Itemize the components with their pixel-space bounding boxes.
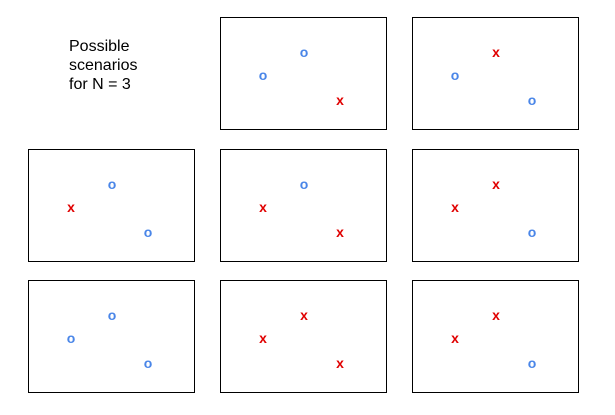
scenario-panel: x o x bbox=[220, 149, 387, 262]
scenario-panel: o x o bbox=[412, 17, 579, 130]
circle-marker: o bbox=[143, 224, 153, 240]
scenario-panel: o o o bbox=[28, 280, 195, 393]
circle-marker: o bbox=[450, 67, 460, 83]
scenario-panel: o o x bbox=[220, 17, 387, 130]
circle-marker: o bbox=[143, 355, 153, 371]
circle-marker: o bbox=[66, 330, 76, 346]
cross-marker: x bbox=[336, 92, 344, 108]
scenario-panel: x x o bbox=[412, 149, 579, 262]
cross-marker: x bbox=[67, 199, 75, 215]
cross-marker: x bbox=[336, 355, 344, 371]
cross-marker: x bbox=[492, 176, 500, 192]
cross-marker: x bbox=[451, 330, 459, 346]
circle-marker: o bbox=[258, 67, 268, 83]
cross-marker: x bbox=[336, 224, 344, 240]
cross-marker: x bbox=[492, 307, 500, 323]
figure-title: Possible scenarios for N = 3 bbox=[69, 37, 137, 94]
title-line-1: Possible bbox=[69, 38, 130, 55]
circle-marker: o bbox=[527, 92, 537, 108]
circle-marker: o bbox=[527, 224, 537, 240]
cross-marker: x bbox=[259, 199, 267, 215]
circle-marker: o bbox=[107, 176, 117, 192]
cross-marker: x bbox=[451, 199, 459, 215]
scenario-panel: x x x bbox=[220, 280, 387, 393]
cross-marker: x bbox=[259, 330, 267, 346]
scenario-panel: x x o bbox=[412, 280, 579, 393]
title-line-2: scenarios bbox=[69, 57, 138, 74]
cross-marker: x bbox=[492, 44, 500, 60]
circle-marker: o bbox=[107, 307, 117, 323]
circle-marker: o bbox=[299, 44, 309, 60]
title-line-3: for N = 3 bbox=[69, 76, 131, 93]
circle-marker: o bbox=[299, 176, 309, 192]
circle-marker: o bbox=[527, 355, 537, 371]
scenario-panel: x o o bbox=[28, 149, 195, 262]
cross-marker: x bbox=[300, 307, 308, 323]
